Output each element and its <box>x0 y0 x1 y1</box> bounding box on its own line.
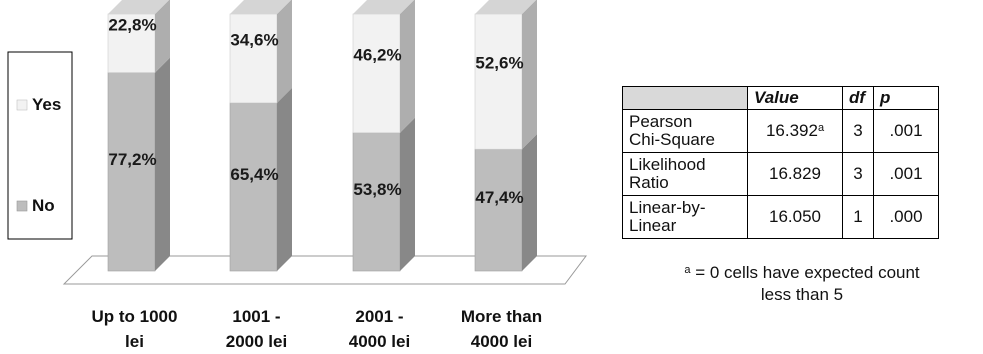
table-row: Pearson Chi-Square 16.392a 3 .001 <box>622 109 939 153</box>
table-header-row: Value df p <box>622 86 939 110</box>
row-label-line: Likelihood <box>629 155 706 174</box>
header-p: p <box>873 86 939 110</box>
category-label: 1001 - <box>232 307 280 326</box>
bar-side-face <box>155 0 170 73</box>
chi-square-table: Value df p Pearson Chi-Square 16.392a 3 .… <box>622 86 939 239</box>
value-text: 16.392 <box>765 121 818 140</box>
footnote-line: = 0 cells have expected count <box>695 263 920 282</box>
header-blank <box>622 86 748 110</box>
bar-side-face <box>400 0 415 133</box>
footnote-mark: a <box>684 264 691 276</box>
cell-p: .001 <box>873 109 939 153</box>
data-label: 77,2% <box>108 150 156 169</box>
bar-front-face <box>352 13 401 134</box>
category-labels: Up to 1000 lei 1001 - 2000 lei 2001 - 4000 le… <box>92 307 543 351</box>
bar-side-face <box>522 0 537 150</box>
legend-label-no: No <box>32 196 55 215</box>
category-label: 2000 lei <box>226 332 287 351</box>
category-label: 4000 lei <box>471 332 532 351</box>
legend-swatch-yes <box>16 99 28 111</box>
bar-segment-yes <box>229 0 292 104</box>
data-labels: 77,2% 22,8% 65,4% 34,6% 53,8% 46,2% 47,4% 52,6% <box>108 15 523 207</box>
table-footnote: a = 0 cells have expected count less tha… <box>620 262 983 306</box>
data-label: 52,6% <box>475 54 523 73</box>
row-label-line: Ratio <box>629 173 669 192</box>
category-label: More than <box>461 307 542 326</box>
footnote-marker: a <box>817 122 825 134</box>
table-row: Linear-by- Linear 16.050 1 .000 <box>622 195 939 239</box>
bar-side-face <box>400 117 415 271</box>
bar-segment-no <box>229 87 292 272</box>
data-label: 53,8% <box>353 180 401 199</box>
cell-df: 3 <box>842 109 874 153</box>
bar-front-face <box>474 148 523 272</box>
bar-side-face <box>277 87 292 271</box>
bar-front-face <box>107 13 156 73</box>
legend-swatch-no <box>16 200 28 212</box>
bar-segment-no <box>352 117 415 272</box>
row-label-line: Linear-by- <box>629 198 706 217</box>
row-label-line: Linear <box>629 216 677 235</box>
category-label: 4000 lei <box>349 332 410 351</box>
bar-front-face <box>229 13 278 104</box>
data-label: 65,4% <box>230 165 278 184</box>
cell-p: .000 <box>873 195 939 239</box>
bar-side-face <box>277 0 292 103</box>
cell-value: 16.392a <box>747 109 843 153</box>
row-label-line: Pearson <box>629 112 693 131</box>
category-label: Up to 1000 <box>92 307 178 326</box>
bar-front-face <box>352 132 401 272</box>
bar-top-face <box>353 0 414 14</box>
bar-segment-yes <box>352 0 415 134</box>
table-row: Likelihood Ratio 16.829 3 .001 <box>622 152 939 196</box>
bar-segment-yes <box>107 0 170 73</box>
data-label: 47,4% <box>475 188 523 207</box>
bar-side-face <box>522 134 537 271</box>
bar-top-face <box>230 0 291 14</box>
category-label: lei <box>125 332 144 351</box>
cell-df: 3 <box>842 152 874 196</box>
bar-segment-yes <box>474 0 537 150</box>
cell-df: 1 <box>842 195 874 239</box>
bars <box>107 0 537 272</box>
cell-p: .001 <box>873 152 939 196</box>
footnote-line: less than 5 <box>760 285 844 304</box>
bar-top-face <box>475 0 536 14</box>
data-label: 46,2% <box>353 45 401 64</box>
cell-value: 16.050 <box>747 195 843 239</box>
category-label: 2001 - <box>355 307 403 326</box>
bar-front-face <box>229 102 278 272</box>
legend-label-yes: Yes <box>32 95 61 114</box>
header-df: df <box>842 86 874 110</box>
chart-legend: Yes No <box>7 51 73 240</box>
cell-value: 16.829 <box>747 152 843 196</box>
row-label-likelihood: Likelihood Ratio <box>622 152 748 196</box>
bar-front-face <box>474 13 523 150</box>
bar-front-face <box>107 72 156 272</box>
header-value: Value <box>747 86 843 110</box>
row-label-pearson: Pearson Chi-Square <box>622 109 748 153</box>
chart-floor <box>62 255 587 285</box>
floor-plane <box>62 255 587 285</box>
bar-side-face <box>155 57 170 271</box>
row-label-line: Chi-Square <box>629 130 715 149</box>
data-label: 22,8% <box>108 15 156 34</box>
bar-segment-no <box>474 134 537 272</box>
row-label-linear: Linear-by- Linear <box>622 195 748 239</box>
data-label: 34,6% <box>230 30 278 49</box>
bar-top-face <box>108 0 169 14</box>
